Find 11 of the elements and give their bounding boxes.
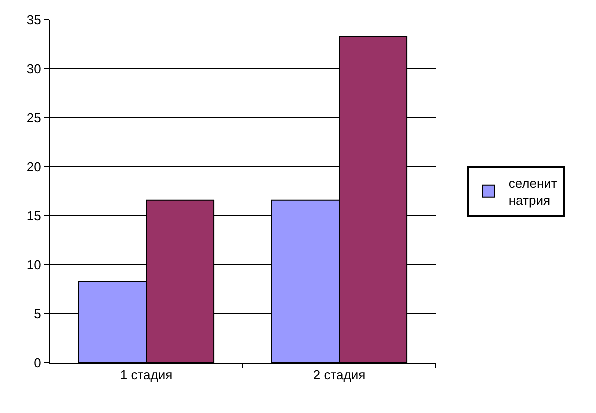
x-tick-label: 2 стадия bbox=[313, 368, 366, 383]
y-tick-label: 15 bbox=[26, 208, 42, 224]
y-tick-label: 10 bbox=[26, 258, 42, 273]
y-tick-label: 35 bbox=[26, 12, 42, 28]
x-tick-label: 1 стадия bbox=[120, 368, 173, 383]
y-tick-label: 20 bbox=[26, 160, 42, 175]
y-tick-label: 30 bbox=[26, 62, 42, 77]
y-tick-label: 0 bbox=[34, 356, 42, 371]
legend-label: селенит натрия bbox=[508, 176, 558, 208]
y-tick-label: 25 bbox=[26, 110, 42, 126]
y-tick-label: 5 bbox=[34, 306, 42, 322]
